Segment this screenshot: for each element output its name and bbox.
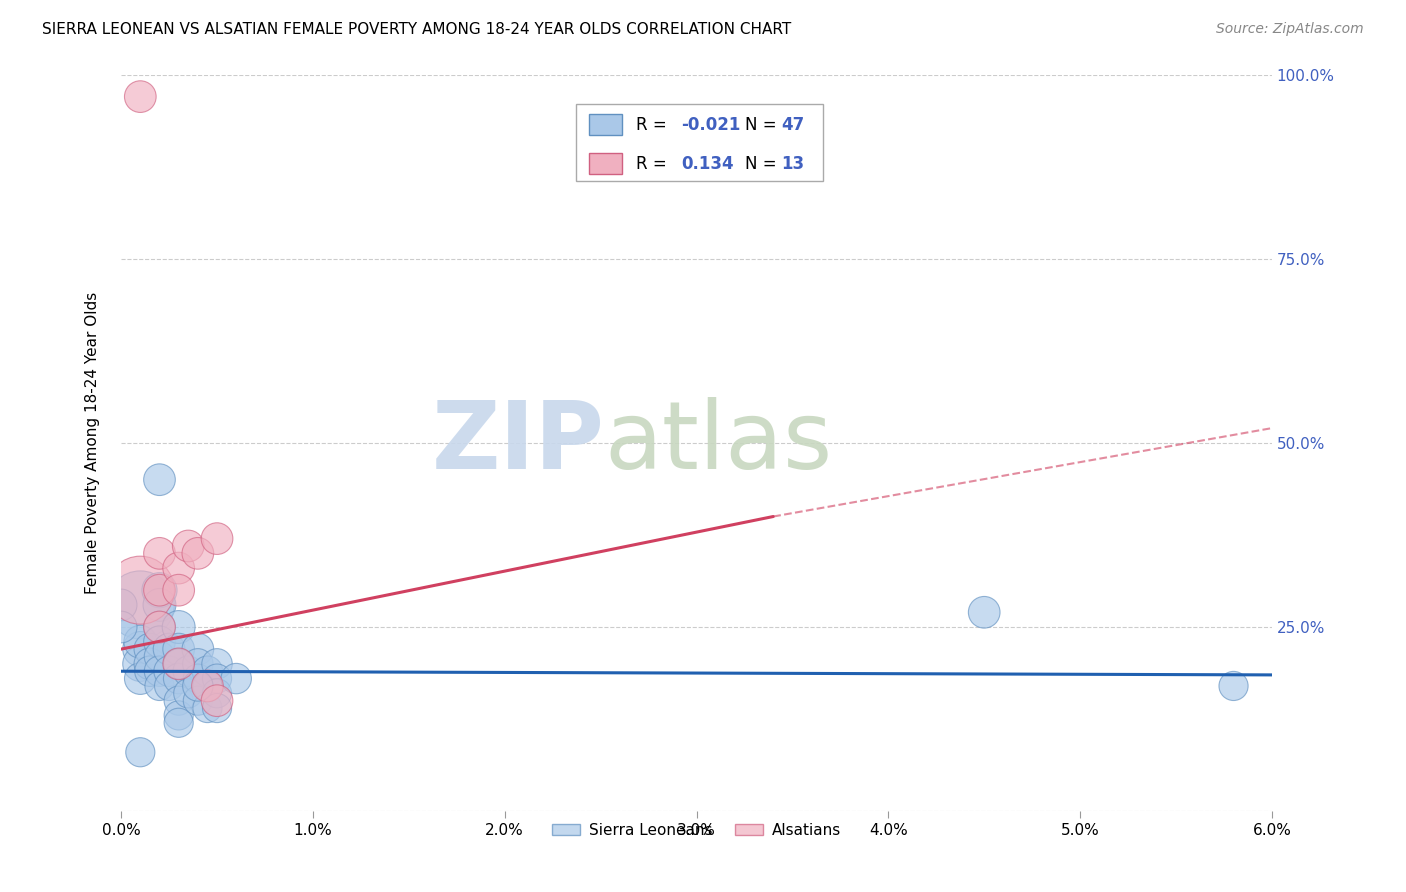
Text: atlas: atlas: [605, 397, 832, 489]
Point: [129, 672, 152, 686]
Point: [205, 672, 228, 686]
Point: [187, 657, 209, 671]
Point: [167, 620, 190, 634]
Point: [139, 642, 162, 657]
Point: [110, 620, 132, 634]
Point: [129, 583, 152, 598]
Point: [177, 664, 200, 678]
Text: R =: R =: [636, 154, 676, 173]
Point: [148, 620, 170, 634]
Point: [167, 657, 190, 671]
Point: [167, 694, 190, 708]
Point: [129, 634, 152, 648]
Point: [139, 664, 162, 678]
FancyBboxPatch shape: [589, 114, 621, 135]
Point: [157, 642, 180, 657]
Point: [205, 694, 228, 708]
Text: Source: ZipAtlas.com: Source: ZipAtlas.com: [1216, 22, 1364, 37]
Point: [148, 649, 170, 664]
Point: [139, 657, 162, 671]
Text: 47: 47: [782, 116, 804, 134]
Point: [187, 642, 209, 657]
Point: [148, 583, 170, 598]
Point: [197, 679, 219, 693]
Text: N =: N =: [745, 154, 782, 173]
Point: [167, 715, 190, 730]
Point: [167, 708, 190, 723]
Y-axis label: Female Poverty Among 18-24 Year Olds: Female Poverty Among 18-24 Year Olds: [86, 292, 100, 594]
Point: [148, 634, 170, 648]
Point: [167, 657, 190, 671]
Point: [167, 583, 190, 598]
Point: [148, 583, 170, 598]
Point: [1222, 679, 1244, 693]
Point: [187, 679, 209, 693]
Point: [148, 598, 170, 612]
Text: 13: 13: [782, 154, 804, 173]
Point: [205, 686, 228, 700]
Point: [157, 664, 180, 678]
Point: [148, 546, 170, 560]
Point: [167, 561, 190, 575]
Point: [129, 642, 152, 657]
Point: [129, 745, 152, 759]
Text: SIERRA LEONEAN VS ALSATIAN FEMALE POVERTY AMONG 18-24 YEAR OLDS CORRELATION CHAR: SIERRA LEONEAN VS ALSATIAN FEMALE POVERT…: [42, 22, 792, 37]
Text: -0.021: -0.021: [682, 116, 741, 134]
Point: [148, 664, 170, 678]
Point: [129, 89, 152, 103]
Point: [187, 672, 209, 686]
Point: [177, 686, 200, 700]
Point: [148, 679, 170, 693]
Point: [129, 598, 152, 612]
FancyBboxPatch shape: [589, 153, 621, 174]
Point: [110, 598, 132, 612]
Text: ZIP: ZIP: [432, 397, 605, 489]
Point: [167, 672, 190, 686]
Point: [187, 694, 209, 708]
Legend: Sierra Leoneans, Alsatians: Sierra Leoneans, Alsatians: [546, 817, 848, 844]
Point: [205, 701, 228, 715]
Text: R =: R =: [636, 116, 672, 134]
FancyBboxPatch shape: [575, 104, 823, 181]
Point: [197, 664, 219, 678]
Point: [157, 679, 180, 693]
Point: [225, 672, 247, 686]
Point: [167, 642, 190, 657]
Point: [197, 679, 219, 693]
Point: [148, 473, 170, 487]
Point: [205, 657, 228, 671]
Point: [973, 605, 995, 619]
Point: [148, 620, 170, 634]
Text: N =: N =: [745, 116, 782, 134]
Point: [129, 657, 152, 671]
Point: [197, 701, 219, 715]
Point: [205, 532, 228, 546]
Point: [177, 539, 200, 553]
Point: [187, 546, 209, 560]
Text: 0.134: 0.134: [682, 154, 734, 173]
Point: [167, 657, 190, 671]
